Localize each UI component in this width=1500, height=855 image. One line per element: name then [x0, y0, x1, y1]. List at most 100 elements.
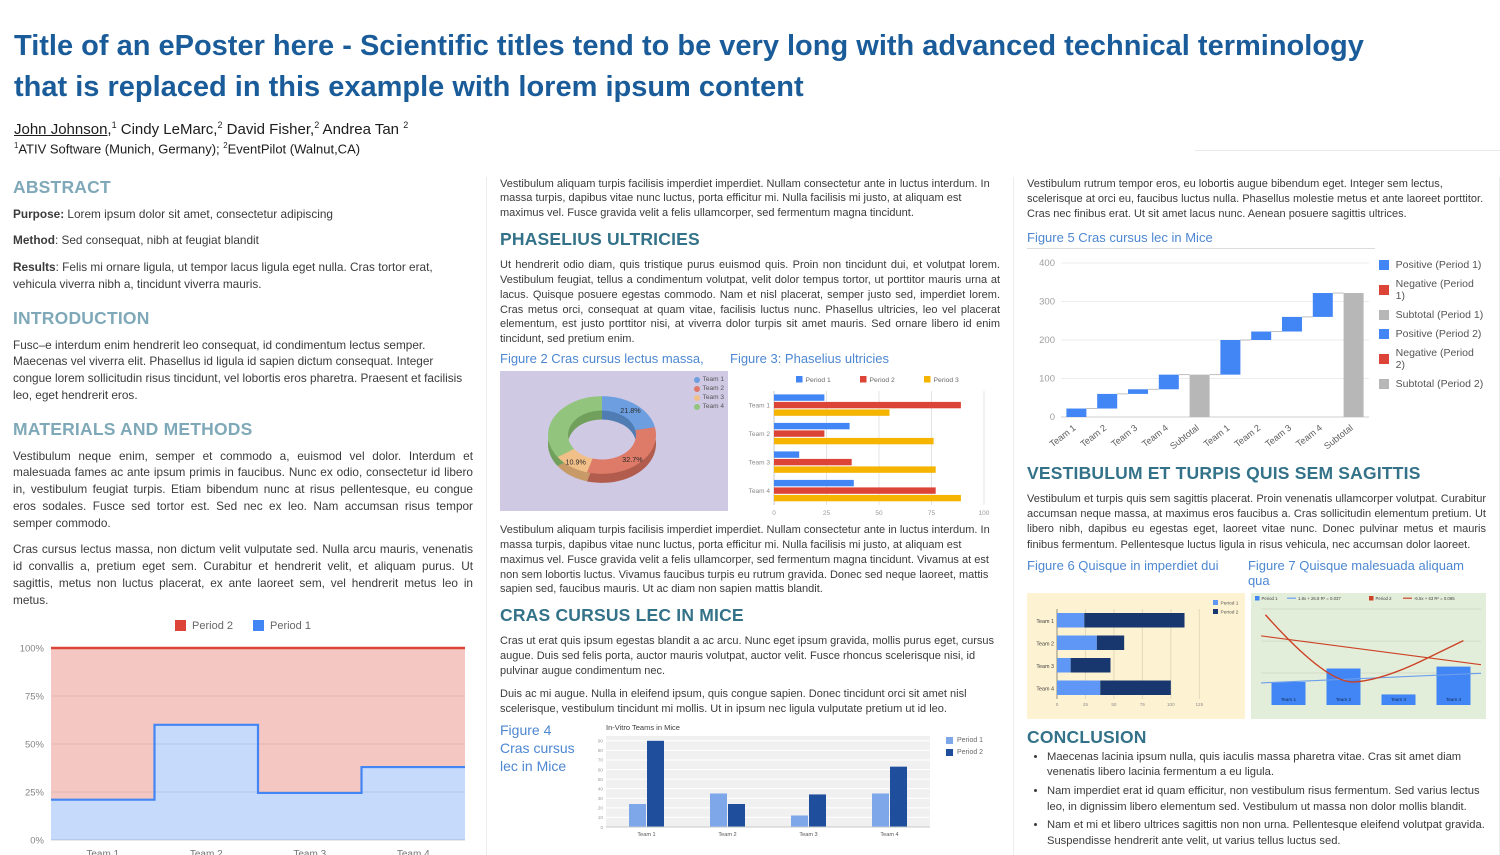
- svg-text:40: 40: [598, 786, 604, 791]
- figure3-caption: Figure 3: Phaselius ultricies: [730, 351, 889, 367]
- results-label: Results: [13, 260, 56, 275]
- author-name: Andrea Tan: [319, 121, 404, 139]
- svg-text:30: 30: [598, 796, 604, 801]
- svg-text:Team 4: Team 4: [397, 849, 430, 854]
- svg-text:0%: 0%: [30, 836, 44, 847]
- figure4: Figure 4 Cras cursus lec in Mice In-Vitr…: [500, 721, 1000, 849]
- svg-text:Team 4: Team 4: [1140, 423, 1170, 449]
- svg-text:Team 3: Team 3: [1036, 664, 1054, 670]
- cras-paragraph-1: Cras ut erat quis ipsum egestas blandit …: [500, 635, 995, 678]
- svg-text:0: 0: [772, 510, 776, 517]
- svg-text:Team 1: Team 1: [1036, 619, 1054, 625]
- combo-chart: Team 1 Team 2 Team 3 Team 4 Period 1 1.8x + 2…: [1250, 592, 1486, 719]
- phaselius-text: Ut hendrerit odio diam, quis tristique p…: [500, 259, 1000, 346]
- svg-text:50%: 50%: [25, 740, 45, 751]
- svg-text:Team 4: Team 4: [880, 832, 898, 838]
- svg-text:75: 75: [1140, 702, 1146, 707]
- svg-text:100: 100: [979, 510, 990, 517]
- conclusion-bullet: Maecenas lacinia ipsum nulla, quis iacul…: [1047, 750, 1486, 781]
- svg-text:400: 400: [1039, 258, 1055, 269]
- step-area-legend: Period 2 Period 1: [13, 618, 473, 636]
- section-heading-abstract: ABSTRACT: [13, 176, 111, 197]
- svg-text:Period 2: Period 2: [1221, 609, 1239, 615]
- legend-item: Period 1: [253, 620, 311, 632]
- svg-text:Team 3: Team 3: [799, 832, 817, 838]
- svg-text:Team 4: Team 4: [1036, 686, 1054, 692]
- figure5: 0 100 200 300 400 Team 1 Team 2 Team 3 Team 4 Sub…: [1027, 251, 1486, 463]
- svg-text:Team 1: Team 1: [86, 849, 119, 854]
- vestibulum-text: Vestibulum et turpis quis sem sagittis p…: [1027, 493, 1486, 551]
- legend-item: Negative (Period 1): [1378, 278, 1486, 302]
- svg-text:Team 4: Team 4: [749, 488, 771, 495]
- svg-text:0: 0: [1050, 412, 1055, 423]
- waterfall-legend: Positive (Period 1) Negative (Period 1) Su…: [1378, 251, 1486, 463]
- svg-text:100: 100: [1039, 374, 1055, 385]
- svg-text:75%: 75%: [25, 692, 45, 703]
- grouped-bar-chart: Period 1 Period 2 Period 3 0 25 50 75 100 Team 1…: [749, 376, 990, 517]
- figure-step-area: Period 2 Period 1 0% 25% 50% 75% 100% Team 1 Te…: [13, 618, 473, 855]
- legend-item: Team 2: [693, 385, 724, 392]
- svg-text:Team 3: Team 3: [1390, 697, 1406, 702]
- conclusion-list: Maecenas lacinia ipsum nulla, quis iacul…: [1047, 750, 1486, 850]
- svg-text:0: 0: [600, 824, 603, 829]
- methods-paragraph-1: Vestibulum neque enim, semper et commodo…: [13, 448, 473, 530]
- svg-text:25%: 25%: [25, 788, 45, 799]
- svg-text:100%: 100%: [20, 644, 45, 655]
- figure7-caption: Figure 7 Quisque malesuada aliquam qua: [1247, 557, 1465, 588]
- svg-text:Team 4: Team 4: [1294, 423, 1324, 449]
- svg-text:Period 1: Period 1: [1261, 596, 1278, 601]
- section-heading-vestibulum: VESTIBULUM ET TURPIS QUIS SEM SAGITTIS: [1027, 463, 1421, 484]
- invitro-bar-chart: In-Vitro Teams in Mice 0 10 20 30 40 50 60 70 80 9…: [598, 723, 930, 838]
- legend-item: Subtotal (Period 1): [1378, 309, 1486, 321]
- middle-after-figures-paragraph: Vestibulum aliquam turpis facilisis impe…: [500, 524, 990, 596]
- left-column: ABSTRACT Purpose: Lorem ipsum dolor sit …: [0, 176, 487, 855]
- svg-text:In-Vitro Teams in Mice: In-Vitro Teams in Mice: [606, 723, 680, 732]
- section-heading-phaselius: PHASELIUS ULTRICIES: [500, 229, 700, 250]
- svg-text:70: 70: [598, 757, 604, 762]
- legend-item: Period 2: [175, 620, 233, 632]
- introduction-text: Fusc–e interdum enim hendrerit leo conse…: [13, 337, 463, 402]
- section-heading-introduction: INTRODUCTION: [13, 307, 150, 328]
- svg-text:Team 2: Team 2: [1335, 697, 1351, 702]
- svg-text:32.7%: 32.7%: [622, 455, 643, 464]
- figure5-caption: Figure 5 Cras cursus lec in Mice: [1027, 230, 1375, 250]
- legend-item: Period 2: [946, 748, 983, 756]
- svg-text:Period 2: Period 2: [870, 377, 896, 384]
- middle-column: Vestibulum aliquam turpis facilisis impe…: [487, 176, 1014, 855]
- poster-columns: ABSTRACT Purpose: Lorem ipsum dolor sit …: [0, 176, 1500, 855]
- svg-text:Team 1: Team 1: [637, 832, 655, 838]
- legend-item: Team 1: [693, 376, 724, 383]
- svg-text:75: 75: [928, 510, 936, 517]
- svg-text:60: 60: [598, 767, 604, 772]
- legend-item: Negative (Period 2): [1378, 347, 1486, 371]
- svg-text:90: 90: [598, 738, 604, 743]
- step-area-chart: 0% 25% 50% 75% 100% Team 1 Team 2 Team 3 Team 4: [20, 644, 465, 855]
- svg-text:Team 3: Team 3: [749, 459, 771, 466]
- poster-header: Title of an ePoster here - Scientific ti…: [0, 0, 1500, 157]
- svg-text:25: 25: [1083, 702, 1089, 707]
- methods-paragraph-2: Cras cursus lectus massa, non dictum vel…: [13, 542, 473, 607]
- cras-paragraph-2: Duis ac mi augue. Nulla in eleifend ipsu…: [500, 687, 967, 715]
- svg-text:Team 2: Team 2: [718, 832, 736, 838]
- svg-text:50: 50: [598, 776, 604, 781]
- figure-captions-row: Figure 2 Cras cursus lectus massa, Figur…: [500, 351, 1000, 366]
- svg-text:50: 50: [1111, 702, 1117, 707]
- middle-figures-row: 21.8% 32.7% 10.9% Team 1 Team 2 Team 3 Team 4…: [500, 371, 1000, 517]
- svg-text:100: 100: [1167, 702, 1175, 707]
- purpose-text: Lorem ipsum dolor sit amet, consectetur …: [64, 206, 333, 221]
- svg-text:50: 50: [875, 510, 883, 517]
- figure4-caption: Figure 4 Cras cursus lec in Mice: [500, 721, 575, 774]
- author-name: Cindy LeMarc: [116, 121, 214, 139]
- abstract-method: Method: Sed consequat, nibh at feugiat b…: [13, 232, 473, 249]
- svg-text:125: 125: [1195, 702, 1203, 707]
- svg-text:25: 25: [823, 510, 831, 517]
- section-heading-conclusion: CONCLUSION: [1027, 726, 1147, 747]
- svg-text:Team 4: Team 4: [1445, 697, 1461, 702]
- svg-text:Period 1: Period 1: [1221, 600, 1239, 606]
- svg-text:Team 3: Team 3: [1109, 423, 1139, 449]
- affiliations-line: 1ATIV Software (Munich, Germany); 2Event…: [14, 141, 361, 157]
- method-text: : Sed consequat, nibh at feugiat blandit: [54, 233, 259, 248]
- svg-text:Subtotal: Subtotal: [1322, 423, 1355, 452]
- legend-item: Positive (Period 1): [1378, 259, 1486, 271]
- figure-donut: 21.8% 32.7% 10.9% Team 1 Team 2 Team 3 Team 4: [500, 371, 728, 512]
